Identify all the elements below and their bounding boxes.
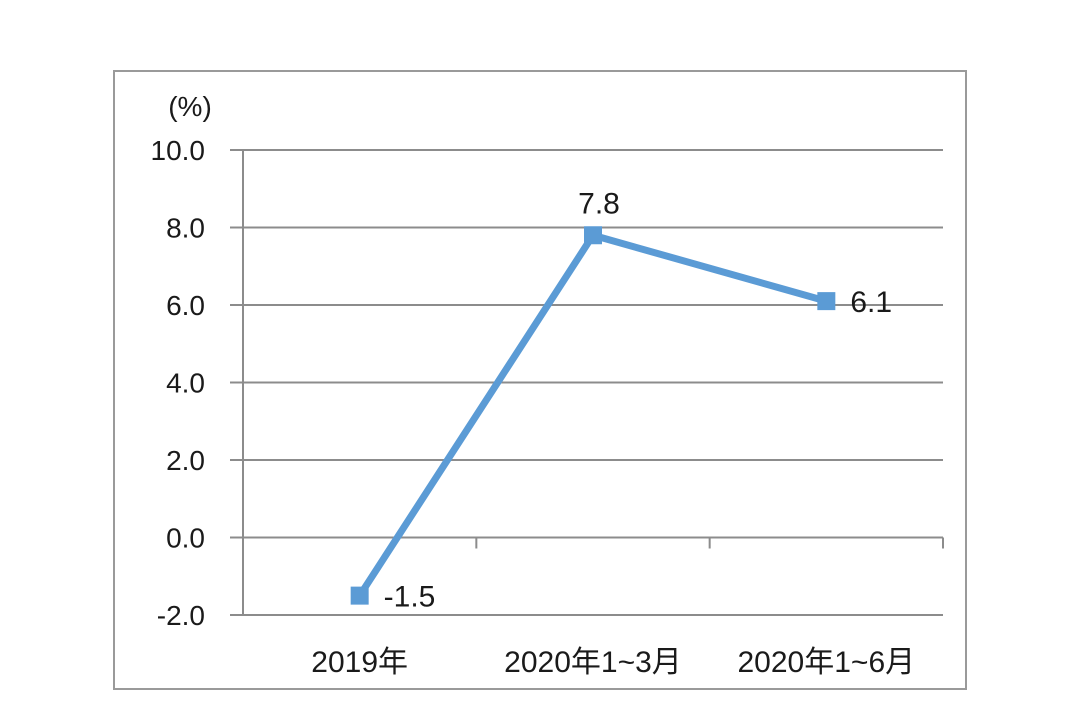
data-marker — [584, 226, 602, 245]
y-tick-label: -2.0 — [157, 600, 205, 631]
y-tick-label: 6.0 — [166, 290, 205, 321]
x-category-label: 2020年1~6月 — [738, 646, 916, 679]
y-axis-unit-label: (%) — [168, 91, 212, 122]
y-tick-label: 0.0 — [166, 523, 205, 554]
data-label: 7.8 — [578, 187, 620, 220]
y-tick-label: 10.0 — [151, 135, 206, 166]
data-label: 6.1 — [850, 286, 892, 319]
data-label: -1.5 — [384, 581, 436, 614]
chart-frame — [113, 70, 967, 690]
y-tick-label: 2.0 — [166, 445, 205, 476]
data-marker — [817, 292, 836, 311]
x-category-label: 2020年1~3月 — [504, 646, 682, 679]
x-category-label: 2019年 — [311, 646, 408, 679]
y-tick-label: 8.0 — [166, 213, 205, 244]
y-tick-label: 4.0 — [166, 368, 205, 399]
data-marker — [350, 586, 369, 605]
data-line — [356, 231, 828, 598]
